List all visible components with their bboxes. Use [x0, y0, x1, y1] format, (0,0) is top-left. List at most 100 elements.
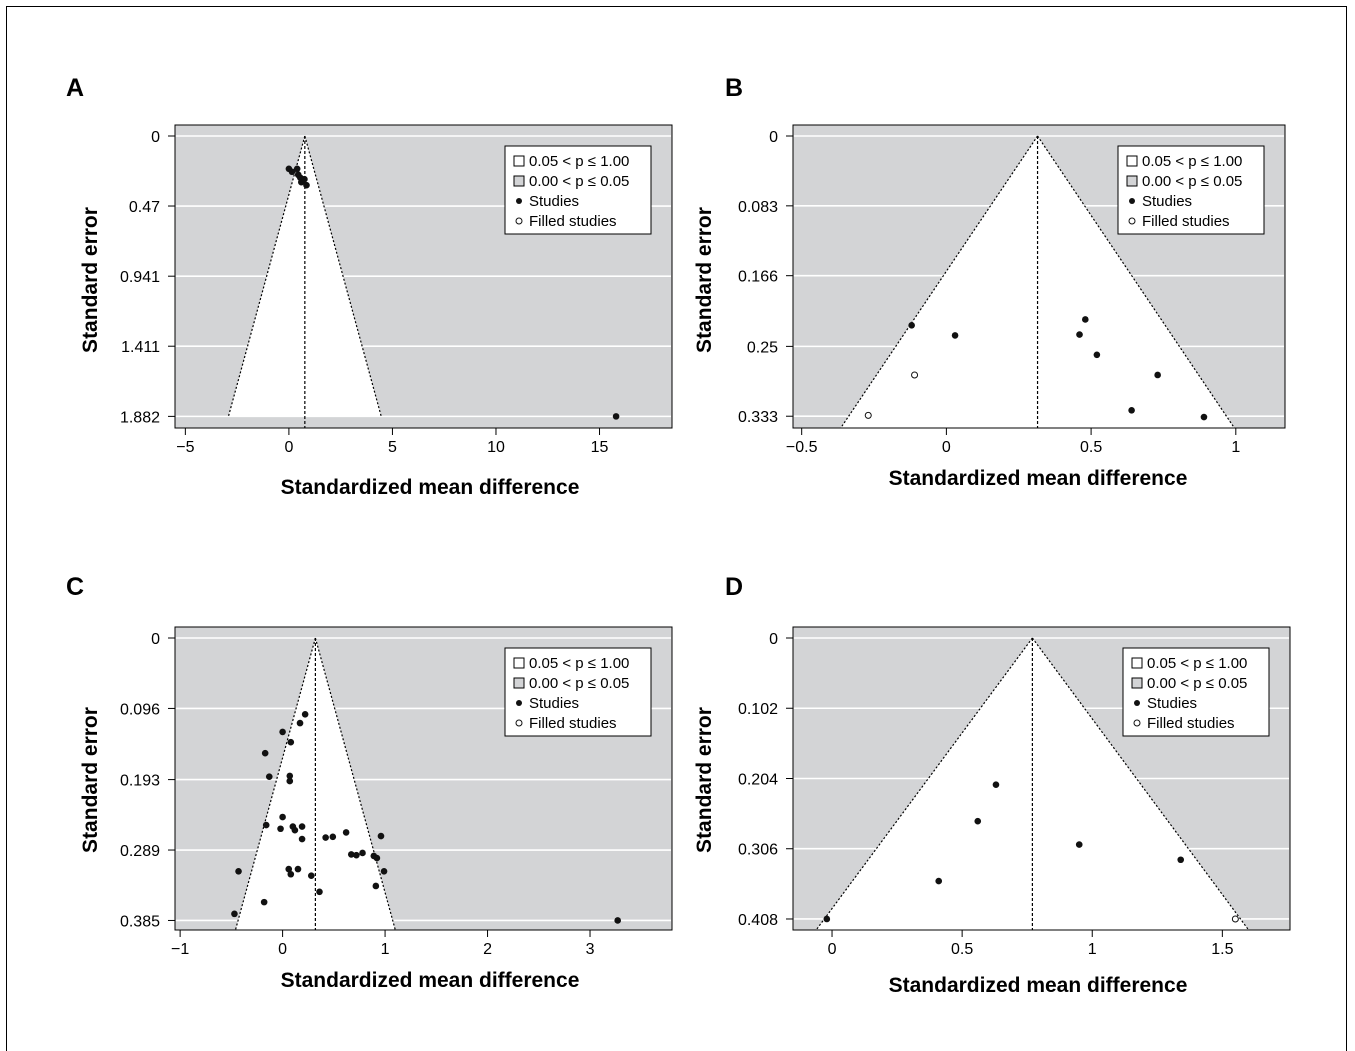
y-tick-label: 0.204 — [738, 771, 778, 788]
y-tick-label: 0.408 — [738, 912, 778, 929]
study-point — [347, 851, 355, 858]
study-point — [260, 898, 268, 906]
y-axis-title-b: Standard error — [693, 207, 716, 353]
study-point — [288, 168, 296, 176]
x-tick-label: −0.5 — [786, 439, 818, 456]
legend-label: 0.00 < p ≤ 0.05 — [529, 675, 629, 692]
y-tick-label: 0 — [151, 631, 160, 648]
study-point — [316, 888, 323, 896]
y-tick-label: 0.096 — [120, 701, 160, 718]
funnel-d — [793, 627, 1290, 930]
panel-c: C −1 0 1 2 3 0 0.096 0.193 0.289 0.385 0.05 < p … — [66, 573, 673, 992]
study-point — [307, 872, 315, 880]
study-point — [303, 181, 310, 189]
study-point — [279, 813, 286, 821]
legend-label: 0.00 < p ≤ 0.05 — [529, 173, 629, 190]
legend-filled-study-marker — [515, 719, 523, 727]
funnel-a — [175, 125, 672, 428]
y-tick-label: 0.25 — [747, 339, 778, 356]
study-point — [277, 825, 284, 833]
panel-letter-b: B — [725, 74, 743, 102]
study-point — [286, 777, 294, 785]
x-axis-b: −0.5 0 0.5 1 — [786, 428, 1240, 456]
legend-label: Filled studies — [1147, 715, 1235, 732]
points-b — [864, 316, 1208, 421]
legend-a: 0.05 < p ≤ 1.00 0.00 < p ≤ 0.05 Studies Fil… — [504, 145, 652, 235]
y-axis-c: 0 0.096 0.193 0.289 0.385 — [120, 631, 175, 930]
study-point — [285, 865, 293, 873]
legend-label: Studies — [1147, 695, 1197, 712]
funnel-left-edge — [840, 135, 1039, 428]
study-point — [235, 868, 242, 875]
y-tick-label: 0.385 — [120, 913, 160, 930]
study-point — [372, 882, 380, 890]
y-tick-label: 0 — [769, 631, 778, 648]
study-point — [301, 711, 309, 718]
legend-box — [504, 145, 652, 235]
legend-grey-swatch — [1126, 175, 1138, 187]
x-tick-label: 3 — [586, 941, 595, 958]
y-tick-label: 0.166 — [738, 269, 778, 286]
study-point — [823, 915, 831, 923]
legend-box — [504, 647, 652, 737]
legend-label: 0.05 < p ≤ 1.00 — [529, 655, 629, 672]
y-tick-label: 0 — [151, 129, 160, 146]
study-point — [1082, 316, 1089, 323]
study-point — [1154, 371, 1161, 379]
x-axis-a: −5 0 5 10 15 — [176, 428, 609, 456]
legend-d: 0.05 < p ≤ 1.00 0.00 < p ≤ 0.05 Studies Fil… — [1122, 647, 1270, 737]
x-tick-label: 10 — [487, 439, 505, 456]
funnel-left-edge — [815, 637, 1033, 930]
funnel-left-edge — [227, 135, 306, 417]
legend-study-marker — [1134, 700, 1140, 706]
legend-label: Filled studies — [1142, 213, 1230, 230]
x-tick-label: 1 — [381, 941, 390, 958]
legend-label: 0.05 < p ≤ 1.00 — [529, 153, 629, 170]
legend-study-marker — [516, 198, 522, 204]
study-point — [614, 917, 621, 924]
points-c — [231, 711, 621, 924]
legend-filled-study-marker — [1128, 217, 1136, 225]
y-tick-label: 0.941 — [120, 269, 160, 286]
legend-label: 0.00 < p ≤ 0.05 — [1147, 675, 1247, 692]
legend-label: Studies — [1142, 193, 1192, 210]
study-point — [1200, 413, 1208, 421]
y-tick-label: 0.289 — [120, 843, 160, 860]
y-tick-label: 0.333 — [738, 409, 778, 426]
study-point — [612, 413, 620, 420]
funnel-right-edge — [304, 135, 382, 417]
x-tick-label: 0.5 — [1080, 439, 1102, 456]
x-tick-label: 2 — [483, 941, 492, 958]
funnel-left-edge — [234, 637, 316, 930]
x-axis-title-b: Standardized mean difference — [889, 467, 1188, 490]
legend-grey-swatch — [513, 677, 525, 689]
y-tick-label: 1.882 — [120, 409, 160, 426]
study-point — [265, 773, 273, 780]
study-point — [261, 749, 269, 757]
y-axis-b: 0 0.083 0.166 0.25 0.333 — [738, 129, 793, 426]
study-point — [353, 851, 360, 859]
y-axis-title-c: Standard error — [79, 707, 102, 853]
study-point — [298, 823, 306, 830]
x-tick-label: 0 — [828, 941, 837, 958]
y-tick-label: 0.193 — [120, 773, 160, 790]
y-axis-d: 0 0.102 0.204 0.306 0.408 — [738, 631, 793, 929]
legend-label: Filled studies — [529, 715, 617, 732]
y-tick-label: 0.306 — [738, 842, 778, 859]
legend-b: 0.05 < p ≤ 1.00 0.00 < p ≤ 0.05 Studies Fil… — [1117, 145, 1265, 235]
legend-white-swatch — [513, 155, 525, 167]
panel-b: B −0.5 0 0.5 1 0 0.083 0.166 0.25 0.333 0.05 < … — [693, 74, 1286, 490]
study-point — [291, 826, 299, 834]
x-tick-label: −5 — [176, 439, 194, 456]
study-point — [293, 165, 301, 173]
x-tick-label: 0.5 — [951, 941, 973, 958]
study-point — [279, 728, 286, 736]
panel-letter-d: D — [725, 573, 743, 601]
study-point — [974, 817, 982, 825]
legend-grey-swatch — [1131, 677, 1143, 689]
figure-frame — [6, 6, 1347, 1051]
legend-white-swatch — [513, 657, 525, 669]
filled-study-point — [864, 411, 872, 419]
x-axis-title-d: Standardized mean difference — [889, 974, 1188, 997]
